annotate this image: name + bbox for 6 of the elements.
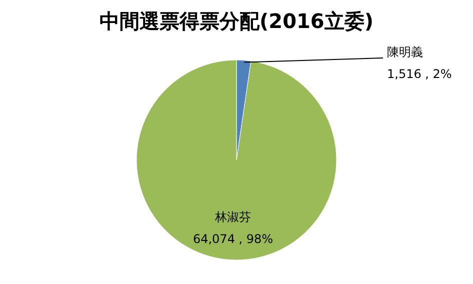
chart-title: 中間選票得票分配(2016立委) <box>100 9 374 33</box>
data-label: 64,074 , 98% <box>192 232 274 246</box>
slice-label: 林淑芬 <box>214 210 252 224</box>
data-label: 1,516 , 2% <box>387 67 452 81</box>
slice-label: 陳明義 <box>387 45 423 59</box>
pie-slice <box>136 60 337 260</box>
